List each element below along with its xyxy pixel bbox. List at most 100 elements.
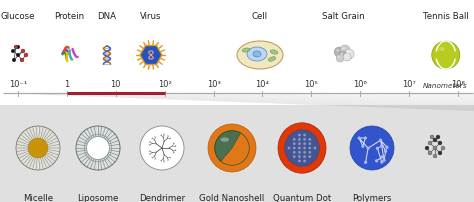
Text: 1: 1 [64, 80, 70, 89]
Text: 10⁵: 10⁵ [304, 80, 318, 89]
Circle shape [298, 147, 301, 149]
Circle shape [384, 150, 387, 153]
Circle shape [345, 55, 347, 57]
Text: Protein: Protein [54, 12, 84, 21]
Ellipse shape [285, 130, 319, 166]
Polygon shape [0, 93, 474, 96]
Polygon shape [242, 48, 250, 52]
Text: Tennis Ball: Tennis Ball [423, 12, 469, 21]
Circle shape [438, 151, 442, 155]
Polygon shape [0, 93, 474, 94]
Circle shape [303, 142, 306, 145]
Circle shape [309, 142, 311, 145]
Polygon shape [0, 93, 474, 106]
Circle shape [87, 137, 109, 159]
Circle shape [438, 141, 442, 145]
Text: Virus: Virus [140, 12, 162, 21]
Ellipse shape [278, 123, 326, 173]
Circle shape [380, 161, 383, 164]
Circle shape [288, 147, 291, 149]
Circle shape [16, 45, 20, 49]
Circle shape [385, 146, 389, 149]
Circle shape [381, 155, 384, 158]
Polygon shape [0, 93, 474, 101]
Circle shape [380, 144, 383, 147]
Polygon shape [0, 93, 474, 98]
Polygon shape [0, 93, 474, 110]
Polygon shape [0, 93, 474, 102]
Circle shape [425, 146, 429, 150]
Circle shape [298, 155, 301, 158]
Circle shape [428, 141, 432, 145]
Circle shape [293, 142, 296, 145]
Circle shape [298, 160, 301, 162]
Text: Polymers: Polymers [352, 194, 392, 202]
Text: Nanometers: Nanometers [423, 83, 468, 89]
Circle shape [433, 154, 437, 158]
Circle shape [338, 56, 340, 58]
Text: 10⁴: 10⁴ [255, 80, 269, 89]
Polygon shape [0, 93, 474, 101]
Circle shape [432, 41, 460, 69]
Text: Dendrimer: Dendrimer [139, 194, 185, 202]
Circle shape [28, 138, 48, 158]
Text: Gold Nanoshell: Gold Nanoshell [200, 194, 264, 202]
Polygon shape [0, 93, 474, 108]
Polygon shape [0, 93, 474, 103]
Circle shape [309, 151, 311, 154]
Polygon shape [0, 93, 474, 97]
Circle shape [303, 147, 306, 149]
Ellipse shape [220, 137, 229, 142]
Text: 10⁸: 10⁸ [451, 80, 465, 89]
Circle shape [309, 138, 311, 141]
Polygon shape [0, 93, 474, 100]
Circle shape [376, 147, 379, 150]
Polygon shape [0, 93, 474, 98]
Polygon shape [0, 93, 474, 110]
Circle shape [11, 49, 15, 53]
Polygon shape [0, 93, 474, 97]
Polygon shape [268, 57, 276, 61]
Circle shape [14, 45, 18, 49]
Circle shape [344, 49, 354, 59]
Polygon shape [0, 93, 474, 103]
Text: 10³: 10³ [207, 80, 220, 89]
Circle shape [140, 126, 184, 170]
Circle shape [334, 47, 344, 57]
Circle shape [433, 138, 437, 142]
Polygon shape [0, 93, 474, 107]
Bar [0, 0, 474, 105]
Circle shape [336, 54, 344, 62]
Polygon shape [0, 93, 474, 104]
Circle shape [293, 138, 296, 141]
Circle shape [436, 135, 440, 139]
Text: Glucose: Glucose [1, 12, 35, 21]
Circle shape [298, 142, 301, 145]
Polygon shape [0, 93, 474, 94]
Circle shape [361, 145, 365, 148]
Circle shape [309, 147, 311, 149]
Circle shape [346, 51, 349, 54]
Circle shape [364, 136, 367, 140]
Circle shape [339, 51, 347, 59]
Polygon shape [140, 45, 162, 64]
Circle shape [341, 53, 343, 55]
Circle shape [20, 58, 24, 62]
Circle shape [375, 159, 378, 162]
Circle shape [383, 159, 386, 162]
Circle shape [309, 155, 311, 158]
Text: 10²: 10² [158, 80, 172, 89]
Ellipse shape [439, 47, 445, 51]
Polygon shape [270, 50, 278, 54]
Polygon shape [0, 93, 474, 107]
Ellipse shape [237, 41, 283, 69]
Circle shape [24, 53, 28, 57]
Text: Cell: Cell [252, 12, 268, 21]
Text: 10⁻¹: 10⁻¹ [9, 80, 27, 89]
Circle shape [340, 45, 350, 55]
Circle shape [298, 134, 301, 136]
Text: DNA: DNA [98, 12, 117, 21]
Circle shape [208, 124, 256, 172]
Circle shape [293, 147, 296, 149]
Circle shape [350, 126, 394, 170]
